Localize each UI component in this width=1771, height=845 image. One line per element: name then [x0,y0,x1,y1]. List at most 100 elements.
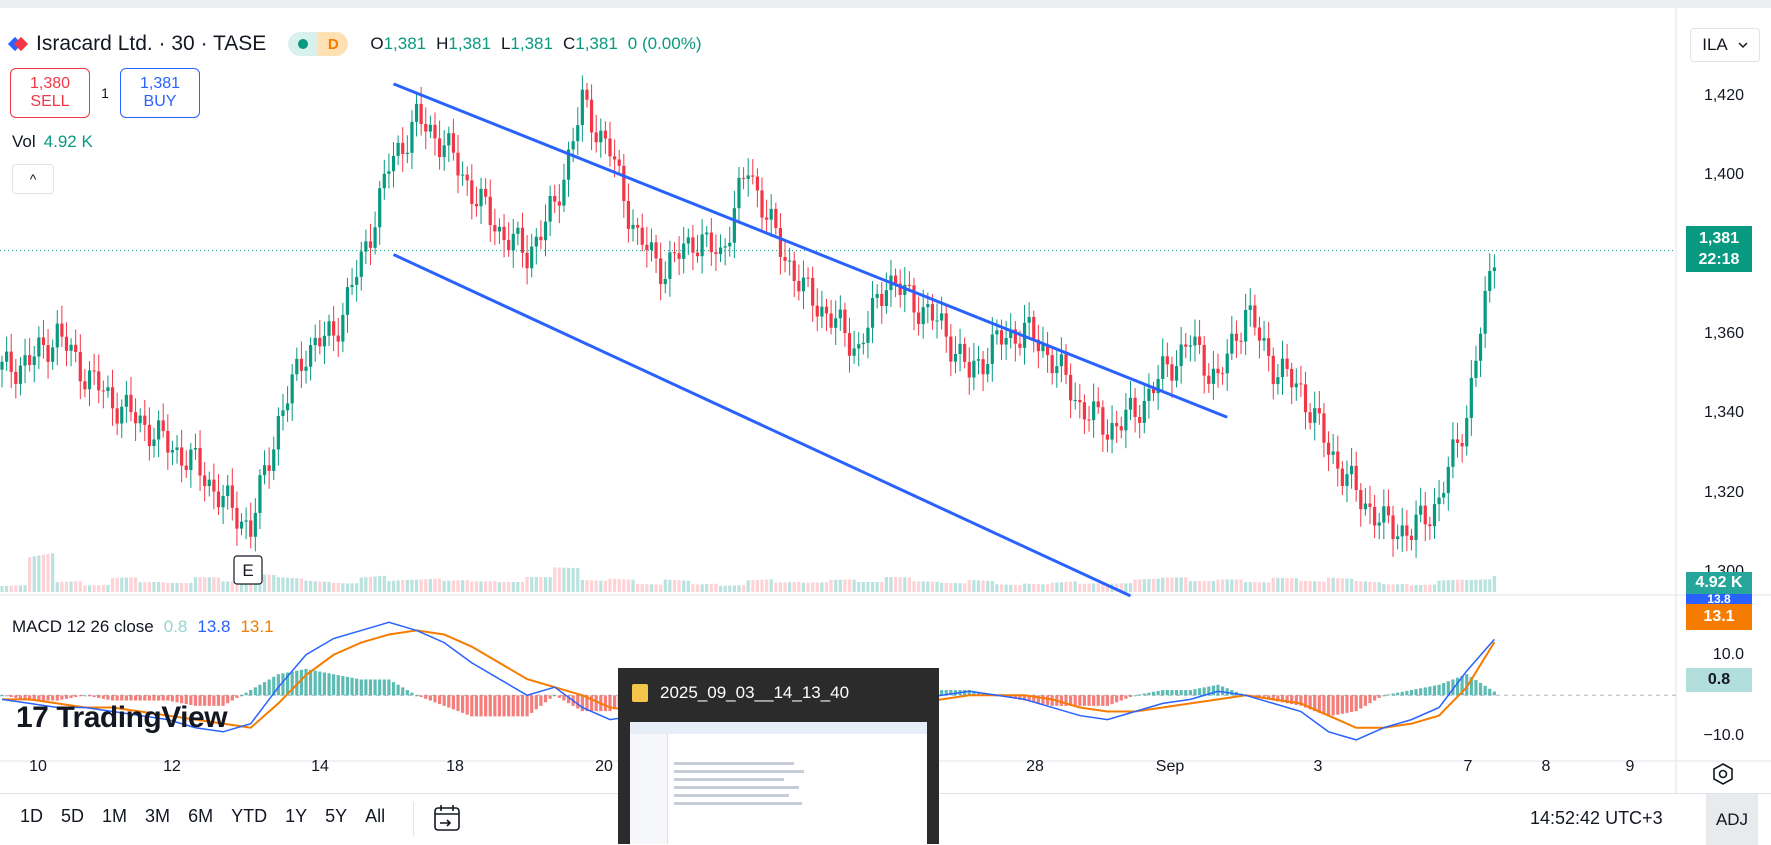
ohlc-low-value: 1,381 [510,34,553,53]
candle-body [350,284,354,288]
candle-body [1400,525,1404,537]
market-status-pill[interactable]: D [288,32,349,56]
macd-hist-bar [92,695,96,698]
candle-body [691,237,695,253]
candle-body [484,188,488,197]
volume-bar [396,580,400,592]
range-5d[interactable]: 5D [61,806,85,826]
volume-bar [313,581,317,592]
macd-hist-bar [97,695,101,698]
settings-gear-icon[interactable] [1710,761,1736,787]
volume-bar [511,582,515,592]
adjust-data-button[interactable]: ADJ [1706,794,1758,845]
candle-body [534,236,538,247]
volume-bar [649,584,654,592]
volume-bar [1050,582,1054,592]
date-range-buttons: 1D 5D 1M 3M 6M YTD 1Y 5Y All [20,806,385,827]
taskbar-preview-popup[interactable]: 2025_09_03__14_13_40 [618,668,939,844]
volume-bar [543,577,548,592]
volume-bar [1221,579,1225,592]
range-1m[interactable]: 1M [102,806,128,826]
candle-body [1478,333,1483,361]
time-axis-label: Sep [1155,758,1185,775]
volume-bar [64,581,69,592]
candle-body [32,356,36,366]
volume-bar [5,585,9,592]
range-ytd[interactable]: YTD [231,806,268,826]
macd-hist-bar [180,695,184,704]
volume-bar [175,583,179,592]
volume-bar [1069,581,1073,592]
volume-bar [663,579,667,592]
volume-bar [907,577,911,592]
volume-bar [1087,583,1091,592]
macd-hist-bar [170,695,175,702]
candle-body [396,142,400,156]
tradingview-logo[interactable]: 17 TradingView [16,701,228,735]
volume-bar [69,581,73,592]
collapse-legend-button[interactable]: ^ [12,164,54,194]
volume-bar [32,556,36,592]
volume-bar [746,580,750,592]
volume-bar [1285,578,1289,592]
candle-body [313,337,317,346]
symbol-legend[interactable]: Isracard Ltd. · 30 · TASE D O1,381 H1,38… [7,32,701,56]
range-all[interactable]: All [365,806,386,826]
macd-hist-bar [51,695,55,701]
volume-bar [437,578,442,592]
utc-clock[interactable]: 14:52:42 UTC+3 [1530,808,1663,828]
candle-body [1336,451,1340,469]
go-to-date-calendar-icon[interactable] [432,803,462,835]
range-5y[interactable]: 5Y [325,806,348,826]
buy-button[interactable]: 1,381 BUY [120,68,200,118]
macd-hist-bar [972,690,976,696]
candle-body [930,304,935,321]
volume-bar [479,581,483,592]
price-axis-label: 1,420 [1703,86,1744,104]
order-quantity[interactable]: 1 [101,85,109,101]
candle-body [884,290,888,306]
tradingview-mark-icon: 17 [16,701,49,734]
range-3m[interactable]: 3M [145,806,171,826]
macd-hist-bar [1437,684,1441,696]
candle-body [230,485,234,508]
candle-body [41,337,46,346]
range-1d[interactable]: 1D [20,806,44,826]
candle-body [700,234,704,257]
symbol-title[interactable]: Isracard Ltd. · 30 · TASE [36,32,267,55]
candle-body [502,226,506,241]
macd-hist-bar [230,695,234,701]
volume-bar [166,583,170,592]
candle-body [442,145,446,158]
macd-legend[interactable]: MACD 12 26 close 0.8 13.8 13.1 [12,617,274,637]
candle-body [1308,412,1312,423]
macd-hist-bar [1396,692,1400,696]
volume-bar [1179,577,1183,592]
macd-hist-bar [1078,695,1082,706]
candle-body [820,306,824,317]
candle-body [110,387,115,409]
macd-hist-bar [1428,686,1432,696]
volume-bar [387,580,391,592]
candle-body [74,344,78,352]
volume-bar [525,577,529,592]
macd-hist-bar [502,695,506,717]
volume-bar [1124,583,1128,592]
volume-legend[interactable]: Vol 4.92 K [12,132,93,152]
macd-hist-bar [1133,695,1137,697]
volume-bar [419,579,423,592]
range-6m[interactable]: 6M [188,806,214,826]
volume-bar [433,578,437,592]
bottom-toolbar: 1D 5D 1M 3M 6M YTD 1Y 5Y All 14:52:42 UT… [0,793,1771,845]
range-1y[interactable]: 1Y [285,806,308,826]
candle-body [382,173,386,189]
candle-body [806,277,810,279]
macd-hist-bar [608,695,612,712]
volume-bar [1142,579,1146,592]
preview-thumbnail[interactable] [630,722,927,844]
volume-bar [516,582,520,592]
volume-bar [28,557,32,592]
sell-button[interactable]: 1,380 SELL [10,68,90,118]
currency-selector[interactable]: ILA [1690,28,1760,62]
volume-bar [355,583,359,592]
